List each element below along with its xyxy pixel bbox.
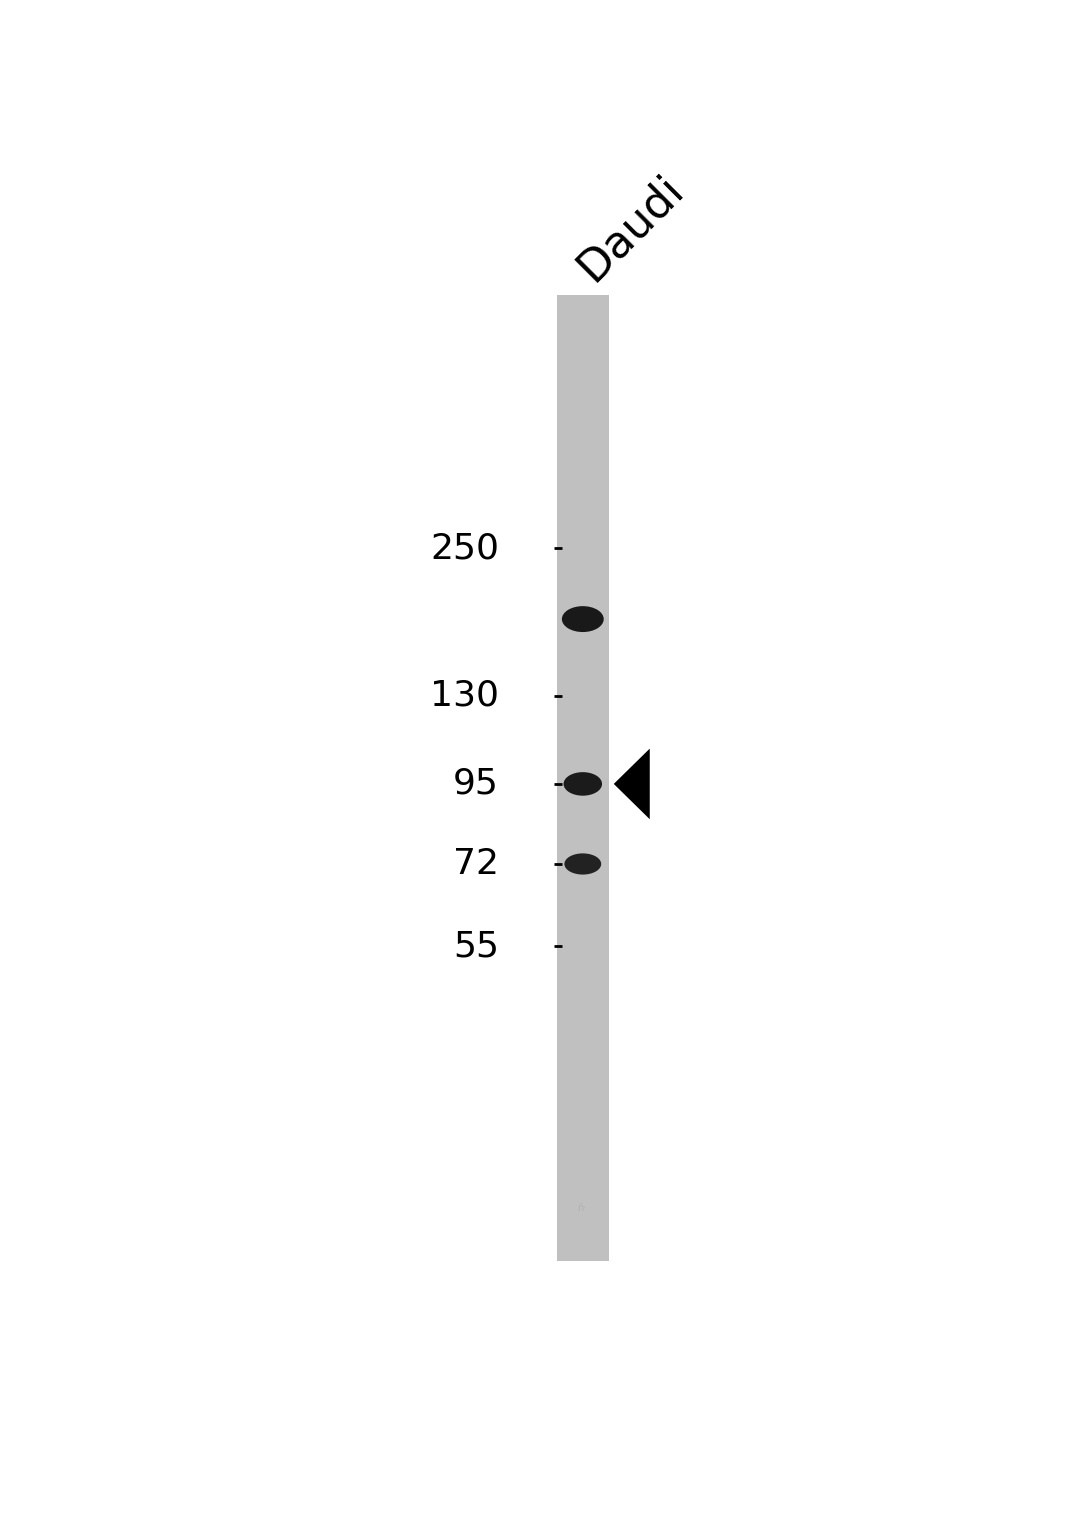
Ellipse shape bbox=[562, 605, 604, 631]
Ellipse shape bbox=[565, 853, 602, 875]
Text: Daudi: Daudi bbox=[569, 167, 691, 289]
Text: 130: 130 bbox=[430, 679, 499, 713]
Text: 55: 55 bbox=[454, 930, 499, 963]
Text: ñ·: ñ· bbox=[578, 1203, 586, 1212]
Text: 72: 72 bbox=[454, 847, 499, 881]
Text: 95: 95 bbox=[454, 768, 499, 801]
Bar bbox=[557, 295, 609, 1261]
Polygon shape bbox=[613, 749, 650, 820]
Text: 250: 250 bbox=[430, 532, 499, 566]
Ellipse shape bbox=[564, 772, 602, 795]
